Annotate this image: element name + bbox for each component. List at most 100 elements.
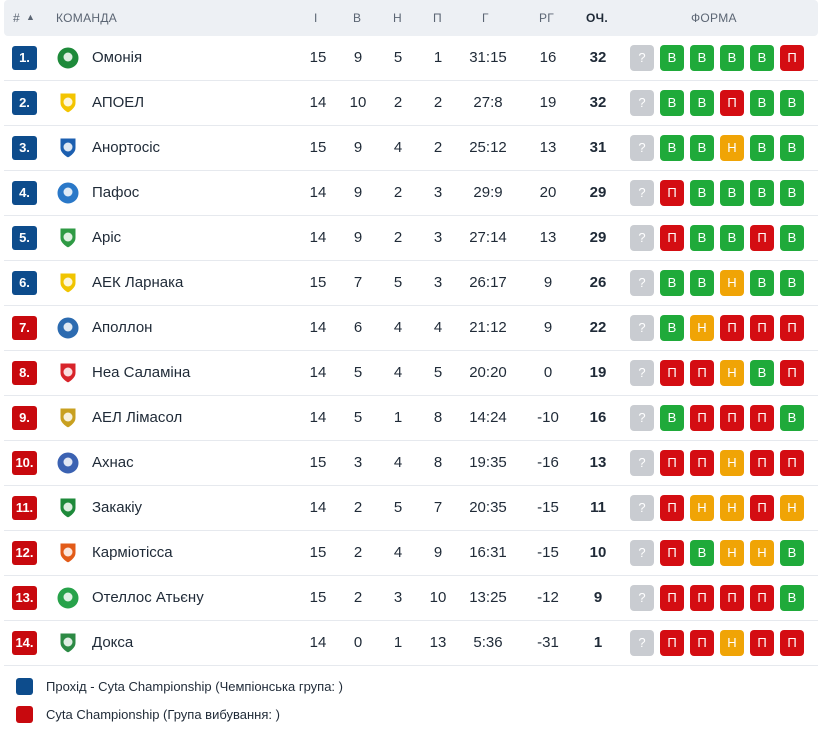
team-name-link[interactable]: Ахнас bbox=[92, 454, 134, 471]
upcoming-match-badge[interactable]: ? bbox=[630, 495, 654, 521]
upcoming-match-badge[interactable]: ? bbox=[630, 135, 654, 161]
upcoming-match-badge[interactable]: ? bbox=[630, 225, 654, 251]
table-row[interactable]: 11. Закакіу 14 2 5 7 20:35 -15 11? П Н Н П Н bbox=[4, 486, 818, 531]
upcoming-match-badge[interactable]: ? bbox=[630, 360, 654, 386]
form-result-badge[interactable]: В bbox=[720, 45, 744, 71]
upcoming-match-badge[interactable]: ? bbox=[630, 270, 654, 296]
upcoming-match-badge[interactable]: ? bbox=[630, 405, 654, 431]
table-row[interactable]: 13. Отеллос Атьєну 15 2 3 10 13:25 -12 9? П П П П В bbox=[4, 576, 818, 621]
form-result-badge[interactable]: П bbox=[690, 630, 714, 656]
form-result-badge[interactable]: В bbox=[690, 225, 714, 251]
form-result-badge[interactable]: П bbox=[780, 45, 804, 71]
form-result-badge[interactable]: Н bbox=[720, 495, 744, 521]
upcoming-match-badge[interactable]: ? bbox=[630, 540, 654, 566]
form-result-badge[interactable]: П bbox=[750, 315, 774, 341]
form-result-badge[interactable]: П bbox=[690, 405, 714, 431]
team-name-link[interactable]: АЕЛ Лімасол bbox=[92, 409, 183, 426]
form-result-badge[interactable]: В bbox=[780, 180, 804, 206]
team-name-link[interactable]: АЕК Ларнака bbox=[92, 274, 184, 291]
form-result-badge[interactable]: П bbox=[780, 360, 804, 386]
table-row[interactable]: 6. АЕК Ларнака 15 7 5 3 26:17 9 26? В В Н В В bbox=[4, 261, 818, 306]
form-result-badge[interactable]: В bbox=[780, 540, 804, 566]
form-result-badge[interactable]: П bbox=[750, 225, 774, 251]
form-result-badge[interactable]: П bbox=[690, 450, 714, 476]
form-result-badge[interactable]: В bbox=[660, 90, 684, 116]
form-result-badge[interactable]: П bbox=[660, 495, 684, 521]
form-result-badge[interactable]: Н bbox=[720, 540, 744, 566]
upcoming-match-badge[interactable]: ? bbox=[630, 180, 654, 206]
team-name-link[interactable]: АПОЕЛ bbox=[92, 94, 145, 111]
upcoming-match-badge[interactable]: ? bbox=[630, 450, 654, 476]
upcoming-match-badge[interactable]: ? bbox=[630, 585, 654, 611]
table-row[interactable]: 12. Карміотісса 15 2 4 9 16:31 -15 10? П В Н Н В bbox=[4, 531, 818, 576]
upcoming-match-badge[interactable]: ? bbox=[630, 90, 654, 116]
team-name-link[interactable]: Докса bbox=[92, 634, 134, 651]
form-result-badge[interactable]: П bbox=[750, 585, 774, 611]
form-result-badge[interactable]: П bbox=[690, 360, 714, 386]
form-result-badge[interactable]: В bbox=[780, 270, 804, 296]
form-result-badge[interactable]: В bbox=[750, 180, 774, 206]
form-result-badge[interactable]: П bbox=[750, 495, 774, 521]
team-name-link[interactable]: Карміотісса bbox=[92, 544, 173, 561]
form-result-badge[interactable]: В bbox=[690, 270, 714, 296]
team-name-link[interactable]: Анортосіс bbox=[92, 139, 161, 156]
form-result-badge[interactable]: П bbox=[660, 180, 684, 206]
form-result-badge[interactable]: В bbox=[750, 270, 774, 296]
team-name-link[interactable]: Аполлон bbox=[92, 319, 153, 336]
sort-ascending-icon[interactable]: ▲ bbox=[26, 12, 36, 22]
form-result-badge[interactable]: В bbox=[750, 90, 774, 116]
form-result-badge[interactable]: В bbox=[660, 135, 684, 161]
rank-header[interactable]: # bbox=[13, 11, 20, 25]
form-result-badge[interactable]: П bbox=[720, 90, 744, 116]
table-row[interactable]: 10. Ахнас 15 3 4 8 19:35 -16 13? П П Н П П bbox=[4, 441, 818, 486]
form-result-badge[interactable]: П bbox=[660, 585, 684, 611]
form-result-badge[interactable]: П bbox=[750, 450, 774, 476]
form-result-badge[interactable]: П bbox=[660, 540, 684, 566]
table-row[interactable]: 8. Неа Саламіна 14 5 4 5 20:20 0 19? П П Н В П bbox=[4, 351, 818, 396]
table-row[interactable]: 9. АЕЛ Лімасол 14 5 1 8 14:24 -10 16? В П П П В bbox=[4, 396, 818, 441]
form-result-badge[interactable]: П bbox=[720, 315, 744, 341]
form-result-badge[interactable]: В bbox=[690, 540, 714, 566]
form-result-badge[interactable]: В bbox=[660, 270, 684, 296]
form-result-badge[interactable]: П bbox=[750, 630, 774, 656]
form-result-badge[interactable]: В bbox=[780, 90, 804, 116]
table-row[interactable]: 5. Аріс 14 9 2 3 27:14 13 29? П В В П В bbox=[4, 216, 818, 261]
form-result-badge[interactable]: Н bbox=[720, 450, 744, 476]
upcoming-match-badge[interactable]: ? bbox=[630, 630, 654, 656]
form-result-badge[interactable]: П bbox=[660, 360, 684, 386]
form-result-badge[interactable]: П bbox=[750, 405, 774, 431]
form-result-badge[interactable]: В bbox=[780, 405, 804, 431]
form-result-badge[interactable]: В bbox=[690, 180, 714, 206]
form-result-badge[interactable]: Н bbox=[690, 315, 714, 341]
form-result-badge[interactable]: Н bbox=[720, 270, 744, 296]
form-result-badge[interactable]: В bbox=[720, 180, 744, 206]
form-result-badge[interactable]: В bbox=[780, 225, 804, 251]
team-name-link[interactable]: Пафос bbox=[92, 184, 140, 201]
form-result-badge[interactable]: П bbox=[720, 585, 744, 611]
form-result-badge[interactable]: П bbox=[720, 405, 744, 431]
table-row[interactable]: 4. Пафос 14 9 2 3 29:9 20 29? П В В В В bbox=[4, 171, 818, 216]
form-result-badge[interactable]: П bbox=[780, 630, 804, 656]
form-result-badge[interactable]: П bbox=[660, 630, 684, 656]
table-row[interactable]: 3. Анортосіс 15 9 4 2 25:12 13 31? В В Н В В bbox=[4, 126, 818, 171]
table-row[interactable]: 2. АПОЕЛ 14 10 2 2 27:8 19 32? В В П В В bbox=[4, 81, 818, 126]
form-result-badge[interactable]: Н bbox=[750, 540, 774, 566]
form-result-badge[interactable]: В bbox=[690, 135, 714, 161]
form-result-badge[interactable]: В bbox=[690, 90, 714, 116]
form-result-badge[interactable]: П bbox=[780, 450, 804, 476]
form-result-badge[interactable]: В bbox=[660, 405, 684, 431]
form-result-badge[interactable]: В bbox=[660, 315, 684, 341]
form-result-badge[interactable]: В bbox=[750, 360, 774, 386]
form-result-badge[interactable]: В bbox=[780, 585, 804, 611]
form-result-badge[interactable]: В bbox=[780, 135, 804, 161]
upcoming-match-badge[interactable]: ? bbox=[630, 45, 654, 71]
form-result-badge[interactable]: Н bbox=[720, 630, 744, 656]
form-result-badge[interactable]: В bbox=[660, 45, 684, 71]
team-name-link[interactable]: Неа Саламіна bbox=[92, 364, 191, 381]
table-row[interactable]: 14. Докса 14 0 1 13 5:36 -31 1? П П Н П П bbox=[4, 621, 818, 666]
team-name-link[interactable]: Отеллос Атьєну bbox=[92, 589, 204, 606]
form-result-badge[interactable]: П bbox=[690, 585, 714, 611]
form-result-badge[interactable]: В bbox=[750, 135, 774, 161]
team-name-link[interactable]: Аріс bbox=[92, 229, 122, 246]
form-result-badge[interactable]: П bbox=[660, 225, 684, 251]
